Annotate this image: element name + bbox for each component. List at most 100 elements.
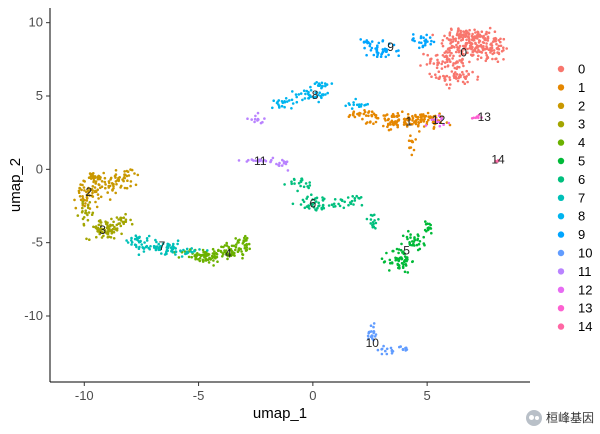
point (418, 130, 421, 133)
point (384, 349, 387, 353)
point (465, 38, 468, 42)
point (461, 58, 464, 61)
point (145, 239, 149, 242)
point (436, 62, 440, 65)
point (234, 248, 237, 252)
point (241, 256, 244, 260)
point (404, 264, 408, 267)
point (125, 239, 128, 242)
point (190, 255, 193, 259)
point (283, 105, 286, 109)
point (476, 75, 480, 79)
point (385, 113, 389, 116)
point (464, 29, 468, 33)
point (483, 47, 486, 51)
point (457, 46, 461, 49)
point (405, 122, 408, 126)
point (455, 73, 459, 76)
point (372, 122, 375, 125)
point (468, 60, 471, 64)
x-tick-label: 5 (424, 388, 431, 403)
point (418, 46, 421, 50)
point (296, 189, 299, 193)
legend-label: 13 (578, 301, 592, 316)
point (392, 123, 395, 127)
point (353, 115, 357, 119)
legend-item-14: 14 (557, 319, 592, 334)
point (456, 48, 460, 52)
point (299, 203, 303, 206)
point (117, 176, 120, 180)
point (216, 260, 219, 264)
point (291, 202, 295, 206)
point (133, 243, 137, 246)
point (369, 324, 373, 328)
point (479, 56, 483, 59)
point (133, 172, 136, 175)
point (250, 118, 253, 121)
point (78, 195, 82, 198)
point (234, 237, 237, 240)
point (405, 125, 409, 128)
point (136, 239, 140, 242)
cluster-label-13: 13 (478, 110, 492, 124)
point (109, 236, 113, 239)
point (395, 49, 398, 53)
point (142, 250, 146, 253)
point (84, 202, 87, 205)
point (84, 211, 87, 215)
point (441, 44, 445, 48)
point (387, 117, 390, 121)
point (93, 186, 97, 189)
point (375, 55, 379, 58)
point (401, 110, 404, 113)
point (465, 69, 469, 73)
point (399, 248, 403, 252)
point (448, 76, 451, 79)
point (154, 238, 157, 242)
point (455, 67, 459, 70)
point (400, 257, 404, 261)
point (374, 227, 377, 230)
point (505, 47, 509, 50)
point (86, 206, 90, 210)
point (434, 54, 438, 57)
point (390, 352, 394, 355)
point (154, 247, 158, 250)
point (250, 158, 254, 161)
point (445, 83, 449, 86)
point (499, 40, 502, 44)
point (470, 117, 474, 120)
point (462, 52, 465, 56)
point (390, 261, 394, 265)
point (372, 322, 376, 325)
point (190, 247, 193, 250)
point (491, 52, 495, 56)
point (179, 249, 182, 253)
point (476, 51, 479, 54)
point (81, 202, 84, 205)
point (91, 191, 94, 195)
point (411, 116, 415, 120)
point (219, 249, 223, 253)
point (420, 41, 423, 45)
point (315, 81, 319, 84)
point (166, 249, 169, 252)
point (443, 61, 447, 64)
point (369, 49, 373, 52)
point (441, 60, 445, 63)
point (434, 73, 437, 76)
point (430, 75, 433, 78)
point (220, 245, 223, 249)
point (406, 258, 409, 261)
point (134, 234, 138, 237)
point (487, 48, 491, 51)
point (468, 40, 471, 43)
point (98, 177, 102, 181)
point (122, 216, 126, 219)
point (104, 222, 108, 226)
point (380, 347, 384, 351)
point (359, 196, 363, 199)
point (457, 34, 460, 37)
point (450, 51, 453, 55)
